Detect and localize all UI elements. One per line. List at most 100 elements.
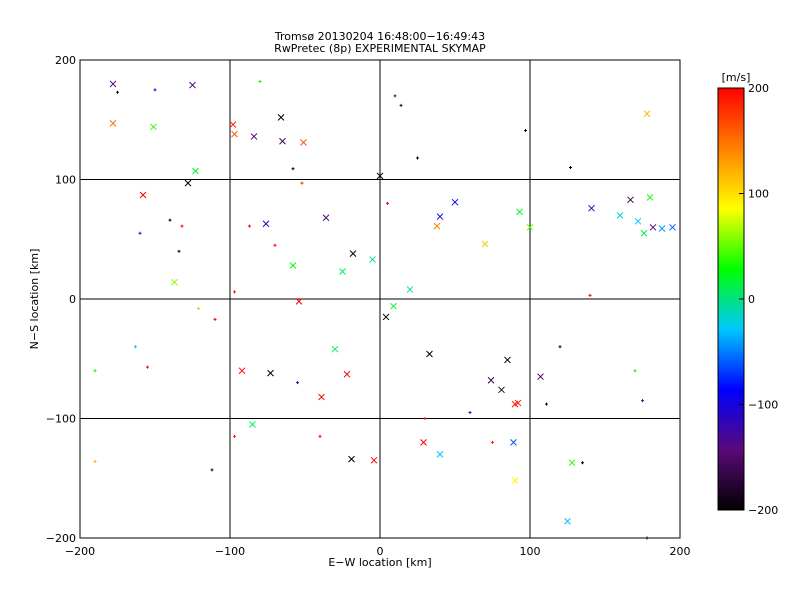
data-point — [588, 293, 592, 297]
data-point — [669, 223, 676, 231]
data-point — [233, 290, 236, 294]
data-point — [588, 204, 595, 212]
x-tick-label: −100 — [215, 545, 245, 558]
data-point — [238, 367, 246, 375]
data-point — [171, 278, 178, 286]
colorbar-tick-label: −100 — [748, 399, 778, 412]
data-point — [406, 286, 414, 293]
data-point — [184, 179, 192, 187]
grid-lines — [80, 60, 680, 538]
data-point — [279, 137, 286, 145]
data-point — [249, 421, 256, 428]
data-point — [511, 477, 519, 484]
data-point — [491, 440, 494, 444]
y-tick-label: 200 — [55, 54, 76, 67]
data-point — [426, 350, 433, 358]
data-point — [564, 517, 571, 525]
plot-frame — [79, 59, 681, 539]
data-point — [231, 130, 238, 138]
data-point — [436, 213, 444, 220]
x-tick-label: 100 — [520, 545, 541, 558]
data-point — [109, 119, 117, 127]
data-point — [451, 198, 459, 206]
colorbar-tick-label: 200 — [748, 82, 769, 95]
y-axis-label: N−S location [km] — [28, 249, 41, 350]
chart-title: Tromsø 20130204 16:48:00−16:49:43 — [274, 30, 485, 43]
data-point — [569, 166, 572, 170]
data-point — [93, 460, 97, 464]
data-point — [633, 369, 637, 373]
data-point — [526, 223, 534, 231]
chart-subtitle: RwPretec (8p) EXPERIMENTAL SKYMAP — [274, 42, 486, 55]
data-point — [558, 345, 562, 349]
data-point — [537, 373, 544, 381]
data-point — [516, 208, 523, 216]
data-point — [248, 224, 251, 228]
data-point — [498, 386, 505, 394]
colorbar-tick-label: 0 — [748, 293, 755, 306]
data-point — [331, 345, 339, 353]
data-point — [627, 196, 634, 204]
data-point — [93, 369, 97, 373]
axis-ticks: −200 −100 0 100 200 −200 −100 0 100 200 — [46, 54, 691, 558]
x-tick-label: −200 — [65, 545, 95, 558]
data-point — [436, 450, 444, 458]
data-point — [153, 88, 157, 92]
colorbar-ticks: 200 100 0 −100 −200 — [739, 82, 778, 517]
y-tick-label: −200 — [46, 532, 76, 545]
data-point — [318, 434, 322, 438]
data-point — [481, 240, 489, 248]
data-point — [386, 201, 389, 205]
data-point — [616, 211, 624, 219]
y-tick-label: −100 — [46, 413, 76, 426]
data-point — [649, 223, 657, 231]
data-point — [416, 156, 419, 160]
data-point — [116, 90, 119, 94]
colorbar-label: [m/s] — [722, 71, 751, 84]
x-tick-label: 0 — [377, 545, 384, 558]
x-tick-label: 200 — [670, 545, 691, 558]
data-point — [258, 80, 262, 84]
data-point — [233, 434, 236, 438]
data-point — [267, 369, 274, 377]
data-point — [369, 256, 376, 263]
data-point — [545, 402, 548, 406]
data-point — [487, 376, 495, 384]
data-point — [643, 110, 651, 118]
data-point — [300, 181, 304, 185]
data-point — [189, 81, 196, 89]
data-point — [393, 94, 397, 98]
data-point — [322, 214, 330, 222]
data-point — [300, 139, 307, 146]
data-point — [524, 129, 527, 133]
data-point — [646, 194, 654, 201]
data-point — [420, 439, 427, 446]
data-point — [568, 459, 576, 467]
data-point — [376, 172, 384, 180]
data-point — [168, 218, 172, 222]
data-point — [641, 399, 644, 403]
data-points — [93, 80, 676, 540]
data-point — [468, 411, 472, 415]
data-point — [349, 250, 357, 257]
data-point — [180, 224, 184, 228]
data-point — [339, 268, 346, 275]
data-point — [138, 231, 142, 235]
data-point — [348, 455, 355, 463]
x-axis-label: E−W location [km] — [328, 556, 431, 569]
data-point — [109, 80, 117, 88]
y-tick-label: 0 — [69, 293, 76, 306]
data-point — [250, 133, 258, 140]
data-point — [177, 249, 181, 253]
data-point — [433, 222, 441, 230]
data-point — [150, 123, 157, 131]
data-point — [510, 439, 517, 446]
data-point — [382, 313, 390, 321]
data-point — [273, 243, 277, 247]
data-point — [210, 468, 214, 472]
data-point — [514, 399, 522, 407]
data-point — [213, 317, 217, 321]
data-point — [295, 298, 303, 305]
data-point — [399, 103, 403, 107]
